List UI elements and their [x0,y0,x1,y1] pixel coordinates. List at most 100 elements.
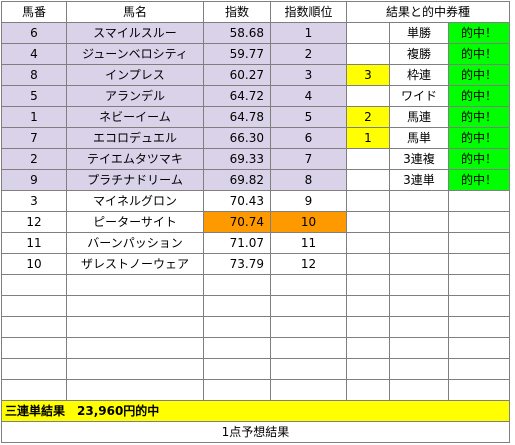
horse-no-cell: 1 [1,106,67,128]
result-cell [346,43,390,65]
horse-name-cell: ネビーイーム [66,106,204,128]
horse-no-cell: 8 [1,64,67,86]
index-rank-cell: 2 [270,43,347,65]
hit-cell: 的中！ [448,22,510,44]
hit-cell [448,232,510,254]
empty-cell [389,295,449,317]
empty-cell [389,379,449,401]
header-horse-no: 馬番 [1,1,67,23]
ticket-type-cell: 複勝 [389,43,449,65]
hit-cell [448,253,510,275]
horse-no-cell: 4 [1,43,67,65]
header-index-rank: 指数順位 [270,1,347,23]
horse-no-cell: 3 [1,190,67,212]
empty-cell [1,358,67,380]
empty-cell [270,358,347,380]
result-cell [346,85,390,107]
horse-name-cell: アランデル [66,85,204,107]
empty-cell [346,295,390,317]
empty-cell [66,295,204,317]
index-rank-cell: 12 [270,253,347,275]
header-horse-name: 馬名 [66,1,204,23]
empty-cell [346,337,390,359]
header-row: 馬番 馬名 指数 指数順位 結果と的中券種 [1,1,510,23]
empty-cell [203,295,271,317]
index-rank-cell: 9 [270,190,347,212]
hit-cell: 的中！ [448,148,510,170]
trifecta-result-summary: 三連単結果 23,960円的中 [1,400,510,422]
hit-cell: 的中！ [448,64,510,86]
index-cell: 70.74 [203,211,271,233]
result-cell [346,22,390,44]
index-cell: 58.68 [203,22,271,44]
index-cell: 73.79 [203,253,271,275]
hit-cell: 的中！ [448,43,510,65]
horse-name-cell: スマイルスルー [66,22,204,44]
ticket-type-cell: 3連単 [389,169,449,191]
index-cell: 69.82 [203,169,271,191]
horse-no-cell: 10 [1,253,67,275]
ticket-type-cell [389,253,449,275]
hit-cell: 的中！ [448,106,510,128]
empty-cell [1,274,67,296]
empty-cell [203,337,271,359]
index-cell: 64.72 [203,85,271,107]
empty-cell [389,274,449,296]
empty-cell [270,316,347,338]
hit-cell [448,211,510,233]
empty-cell [1,337,67,359]
empty-row [1,337,510,359]
table-row: 4 ジューンベロシティ 59.77 2 複勝 的中！ [1,43,510,65]
empty-cell [270,379,347,401]
ticket-type-cell: 3連複 [389,148,449,170]
table-row: 10 ザレストノーウェア 73.79 12 [1,253,510,275]
ticket-type-cell [389,190,449,212]
empty-cell [448,337,510,359]
index-cell: 60.27 [203,64,271,86]
result-cell: 3 [346,64,390,86]
horse-name-cell: テイエムタツマキ [66,148,204,170]
empty-cell [448,316,510,338]
index-cell: 71.07 [203,232,271,254]
empty-row [1,295,510,317]
result-cell [346,190,390,212]
index-cell: 64.78 [203,106,271,128]
empty-row [1,316,510,338]
index-rank-cell: 5 [270,106,347,128]
empty-cell [448,358,510,380]
table-row: 5 アランデル 64.72 4 ワイド 的中！ [1,85,510,107]
table-row: 9 プラチナドリーム 69.82 8 3連単 的中！ [1,169,510,191]
index-cell: 69.33 [203,148,271,170]
index-rank-cell: 1 [270,22,347,44]
empty-cell [66,274,204,296]
horse-no-cell: 11 [1,232,67,254]
ticket-type-cell: 単勝 [389,22,449,44]
empty-cell [203,358,271,380]
empty-cell [66,358,204,380]
horse-no-cell: 5 [1,85,67,107]
empty-row [1,274,510,296]
empty-cell [270,274,347,296]
empty-cell [66,316,204,338]
horse-name-cell: エコロデュエル [66,127,204,149]
index-rank-cell: 11 [270,232,347,254]
ticket-type-cell: 馬単 [389,127,449,149]
hit-cell [448,190,510,212]
index-cell: 59.77 [203,43,271,65]
horse-no-cell: 7 [1,127,67,149]
horse-name-cell: ザレストノーウェア [66,253,204,275]
result-cell: 1 [346,127,390,149]
header-index: 指数 [203,1,271,23]
empty-cell [1,379,67,401]
index-rank-cell: 6 [270,127,347,149]
empty-cell [1,316,67,338]
empty-cell [389,358,449,380]
horse-no-cell: 6 [1,22,67,44]
index-rank-cell: 7 [270,148,347,170]
empty-row [1,358,510,380]
result-cell [346,232,390,254]
horse-name-cell: マイネルグロン [66,190,204,212]
empty-cell [448,295,510,317]
hit-cell: 的中！ [448,127,510,149]
empty-cell [448,274,510,296]
